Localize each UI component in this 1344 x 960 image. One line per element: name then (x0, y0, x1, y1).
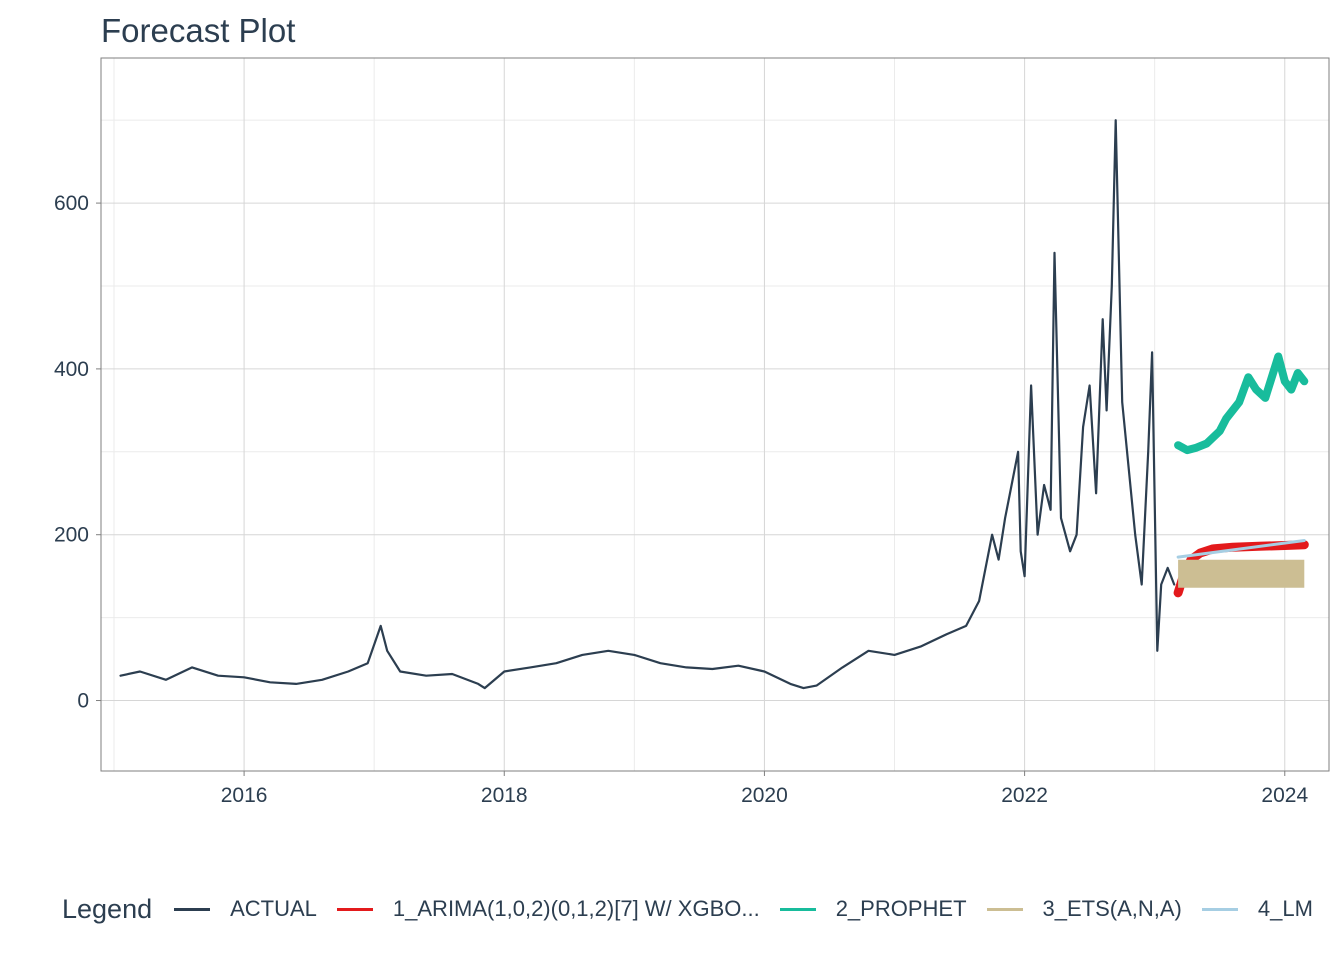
legend-key (336, 907, 373, 911)
plot-border (100, 57, 1330, 772)
legend-key (779, 907, 816, 911)
legend-key (174, 907, 211, 911)
legend-key (986, 907, 1023, 911)
legend-item: 4_LM (1201, 896, 1313, 922)
legend-item: ACTUAL (174, 896, 317, 922)
series-line-4-lm (1176, 539, 1306, 559)
legend-label: 3_ETS(A,N,A) (1042, 896, 1182, 921)
legend: Legend ACTUAL 1_ARIMA(1,0,2)(0,1,2)[7] W/… (62, 893, 1333, 925)
chart-title: Forecast Plot (101, 12, 296, 49)
tick-labels: 2016 2018 2020 2022 2024 0 200 400 600 (54, 192, 1308, 807)
y-tick-label: 200 (54, 524, 89, 547)
legend-item: 1_ARIMA(1,0,2)(0,1,2)[7] W/ XGBO... (336, 896, 760, 922)
legend-label: 2_PROPHET (835, 896, 967, 921)
legend-key (1201, 907, 1238, 911)
forecast-chart: 2016 2018 2020 2022 2024 0 200 400 600 (54, 57, 1330, 807)
series-line-actual (119, 119, 1176, 690)
legend-label: 4_LM (1257, 896, 1313, 921)
legend-label: ACTUAL (230, 896, 317, 921)
x-tick-label: 2022 (1001, 784, 1048, 807)
x-tick-label: 2020 (741, 784, 788, 807)
x-tick-label: 2018 (481, 784, 528, 807)
legend-item: 3_ETS(A,N,A) (986, 896, 1182, 922)
legend-title: Legend (62, 893, 153, 924)
y-tick-label: 600 (54, 192, 89, 215)
legend-label: 1_ARIMA(1,0,2)(0,1,2)[7] W/ XGBO... (392, 896, 760, 921)
grid (101, 58, 1329, 771)
x-tick-label: 2016 (221, 784, 268, 807)
y-tick-label: 0 (77, 690, 89, 713)
x-tick-label: 2024 (1261, 784, 1308, 807)
series-layer (119, 119, 1309, 690)
series-line-2-prophet (1174, 352, 1309, 455)
legend-item: 2_PROPHET (779, 896, 967, 922)
y-tick-label: 400 (54, 358, 89, 381)
